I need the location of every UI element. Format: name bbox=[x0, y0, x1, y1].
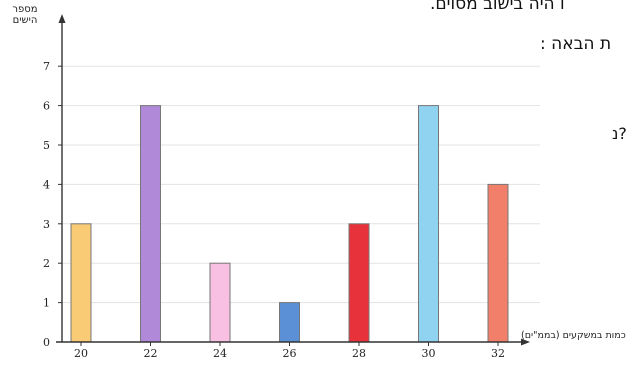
y-axis-arrow bbox=[58, 14, 66, 23]
x-axis-arrow bbox=[521, 338, 530, 346]
x-tick-label: 26 bbox=[283, 347, 297, 360]
x-tick-label: 32 bbox=[491, 347, 505, 360]
x-tick-label: 28 bbox=[352, 347, 366, 360]
bar bbox=[209, 262, 231, 343]
x-tick-label: 20 bbox=[74, 347, 88, 360]
x-tick-label: 24 bbox=[213, 347, 227, 360]
background-text-line-3: ?נ bbox=[612, 124, 627, 143]
x-tick-label: 30 bbox=[422, 347, 436, 360]
y-tick-label: 0 bbox=[43, 336, 50, 349]
background-text-line-2: ת הבאה : bbox=[540, 34, 612, 54]
bar bbox=[418, 105, 439, 343]
y-tick-label: 3 bbox=[43, 218, 50, 231]
background-text-line-1: ו היה בישוב מסוים. bbox=[430, 0, 565, 14]
x-tick-label: 22 bbox=[144, 347, 158, 360]
y-tick-label: 7 bbox=[43, 60, 50, 73]
bar bbox=[140, 105, 161, 343]
y-tick-label: 1 bbox=[43, 297, 50, 310]
y-axis-label: מספר הישים bbox=[12, 4, 38, 26]
bar bbox=[348, 223, 370, 343]
y-tick-label: 2 bbox=[43, 257, 50, 270]
y-tick-label: 4 bbox=[43, 178, 50, 191]
bar bbox=[70, 223, 92, 343]
y-tick-label: 5 bbox=[43, 139, 50, 152]
bar bbox=[487, 183, 509, 343]
y-tick-label: 6 bbox=[43, 100, 50, 113]
bar bbox=[279, 302, 300, 343]
x-axis-label: כמות במשקעים (בממ"ים) bbox=[521, 330, 626, 341]
